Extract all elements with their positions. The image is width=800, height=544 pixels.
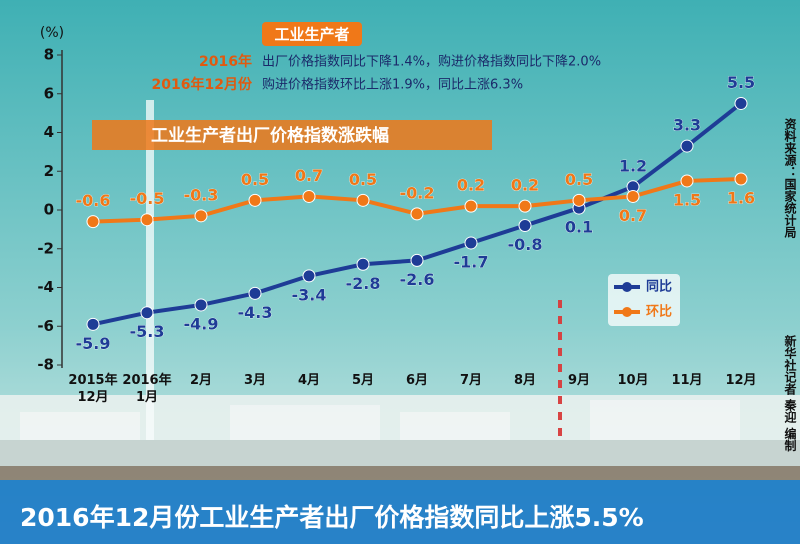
data-label: -5.3 <box>130 322 165 341</box>
note-text: 购进价格指数环比上涨1.9%，同比上涨6.3% <box>262 77 523 93</box>
data-point <box>356 257 370 271</box>
legend-label: 环比 <box>646 304 672 320</box>
data-label: 0.2 <box>511 176 539 195</box>
credit: 新华社记者 秦迎 编制 <box>783 335 797 452</box>
x-tick-label: 3月 <box>243 373 267 388</box>
data-label: 1.2 <box>619 156 647 175</box>
y-tick-label: -8 <box>37 356 54 374</box>
chart-title: 2016年12月份工业生产者出厂价格指数同比上涨5.5% <box>20 503 644 532</box>
legend-swatch <box>622 282 632 292</box>
data-point <box>140 213 154 227</box>
data-point <box>194 209 208 223</box>
data-label: 0.1 <box>565 218 593 237</box>
scenery <box>0 100 800 544</box>
y-tick-label: 2 <box>44 162 54 180</box>
data-point <box>248 193 262 207</box>
data-label: 3.3 <box>673 116 701 135</box>
x-tick-label: 7月 <box>459 373 483 388</box>
note-label: 2016年 <box>199 53 252 70</box>
data-point <box>626 189 640 203</box>
data-label: -5.9 <box>76 334 111 353</box>
data-point <box>464 236 478 250</box>
note-label: 2016年12月份 <box>152 76 253 93</box>
y-tick-label: -2 <box>37 239 54 257</box>
x-tick-label: 2015年 12月 <box>68 373 118 405</box>
source: 资料来源：国家统计局 <box>783 118 797 238</box>
subtitle: 工业生产者出厂价格指数涨跌幅 <box>151 125 389 146</box>
data-label: -2.8 <box>346 274 381 293</box>
data-point <box>194 298 208 312</box>
data-label: 5.5 <box>727 73 755 92</box>
data-point <box>464 199 478 213</box>
x-tick-label: 9月 <box>567 373 591 388</box>
data-point <box>734 172 748 186</box>
note-text: 出厂价格指数同比下降1.4%，购进价格指数同比下降2.0% <box>262 54 601 70</box>
y-tick-label: 8 <box>44 46 54 64</box>
data-point <box>410 253 424 267</box>
data-label: -2.6 <box>400 270 435 289</box>
y-tick-label: 0 <box>44 201 54 219</box>
data-point <box>302 269 316 283</box>
x-tick-label: 2月 <box>189 373 213 388</box>
legend-swatch <box>622 307 632 317</box>
data-point <box>248 286 262 300</box>
x-tick-label: 10月 <box>617 373 649 388</box>
data-label: 0.2 <box>457 176 485 195</box>
data-label: -4.3 <box>238 303 273 322</box>
data-point <box>680 174 694 188</box>
data-label: 0.7 <box>295 166 323 185</box>
data-label: -0.2 <box>400 183 435 202</box>
x-tick-label: 2016年 1月 <box>122 373 172 405</box>
y-tick-label: 4 <box>44 123 54 141</box>
data-label: 1.5 <box>673 190 701 209</box>
x-tick-label: 6月 <box>405 373 429 388</box>
data-label: 0.5 <box>241 170 269 189</box>
x-tick-label: 12月 <box>725 373 757 388</box>
data-label: 0.7 <box>619 206 647 225</box>
x-tick-label: 4月 <box>297 373 321 388</box>
data-label: 0.5 <box>565 170 593 189</box>
x-tick-label: 8月 <box>513 373 537 388</box>
data-point <box>518 219 532 232</box>
data-point <box>572 193 586 207</box>
data-point <box>356 193 370 207</box>
legend-label: 同比 <box>646 279 672 295</box>
data-point <box>734 96 748 110</box>
data-point <box>86 215 100 229</box>
data-label: -1.7 <box>454 252 489 271</box>
data-point <box>410 207 424 221</box>
y-axis-label: (%) <box>40 25 64 41</box>
data-point <box>518 199 532 213</box>
data-label: -0.5 <box>130 189 165 208</box>
x-tick-label: 5月 <box>351 373 375 388</box>
header-box <box>262 22 362 46</box>
data-label: 0.5 <box>349 170 377 189</box>
data-point <box>86 317 100 331</box>
subtitle-band <box>92 120 492 150</box>
data-label: -3.4 <box>292 285 327 304</box>
x-tick-label: 11月 <box>671 373 703 388</box>
data-label: -0.8 <box>508 235 543 254</box>
header: 工业生产者 <box>274 26 349 44</box>
data-label: 1.6 <box>727 189 755 208</box>
y-tick-label: -4 <box>37 278 54 296</box>
y-tick-label: -6 <box>37 317 54 335</box>
data-point <box>680 139 694 153</box>
data-point <box>302 189 316 203</box>
data-label: -0.6 <box>76 191 111 210</box>
y-tick-label: 6 <box>44 84 54 102</box>
data-label: -0.3 <box>184 185 219 204</box>
data-label: -4.9 <box>184 314 219 333</box>
data-point <box>140 306 154 320</box>
